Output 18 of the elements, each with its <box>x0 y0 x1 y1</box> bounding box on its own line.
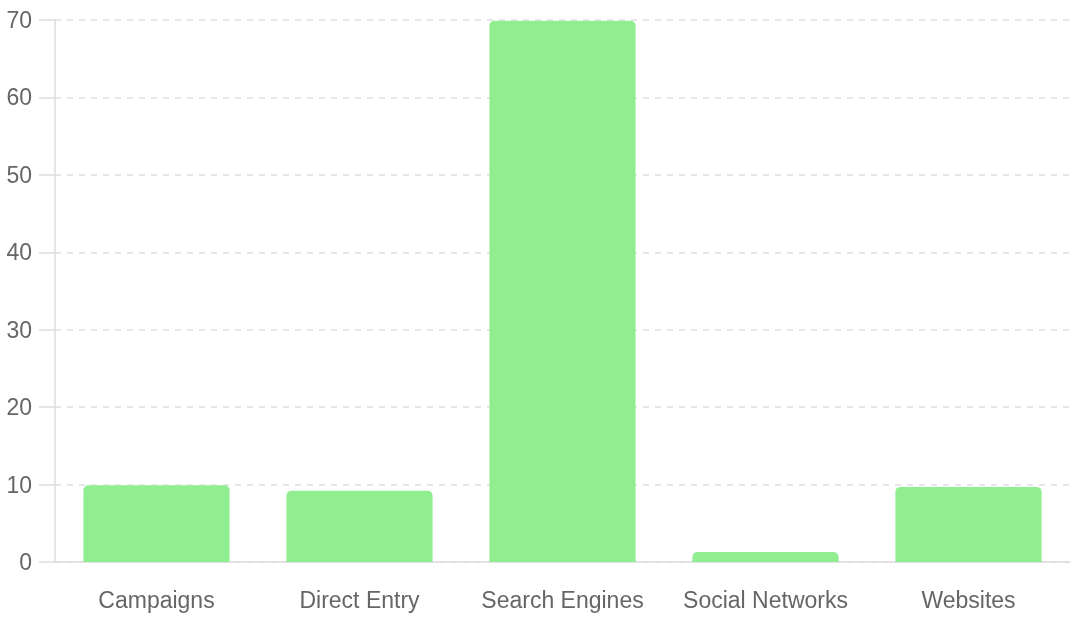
bar <box>692 551 839 562</box>
y-tick-label: 30 <box>6 316 32 343</box>
y-tick-label: 50 <box>6 161 32 188</box>
y-tick-label: 10 <box>6 471 32 498</box>
y-tick-label: 40 <box>6 239 32 266</box>
x-tick-label: Direct Entry <box>299 586 421 613</box>
x-tick-label: Campaigns <box>98 586 215 613</box>
bar <box>83 485 230 562</box>
y-tick-label: 70 <box>6 7 32 33</box>
y-tick-label: 60 <box>6 84 32 111</box>
x-tick-label: Websites <box>921 586 1016 613</box>
y-tick-label: 0 <box>19 549 32 575</box>
bar <box>286 490 433 562</box>
x-tick-label: Search Engines <box>481 586 644 613</box>
bar <box>489 20 636 562</box>
x-tick-label: Social Networks <box>683 586 848 613</box>
bar <box>895 486 1042 562</box>
y-tick-label: 20 <box>6 394 32 421</box>
